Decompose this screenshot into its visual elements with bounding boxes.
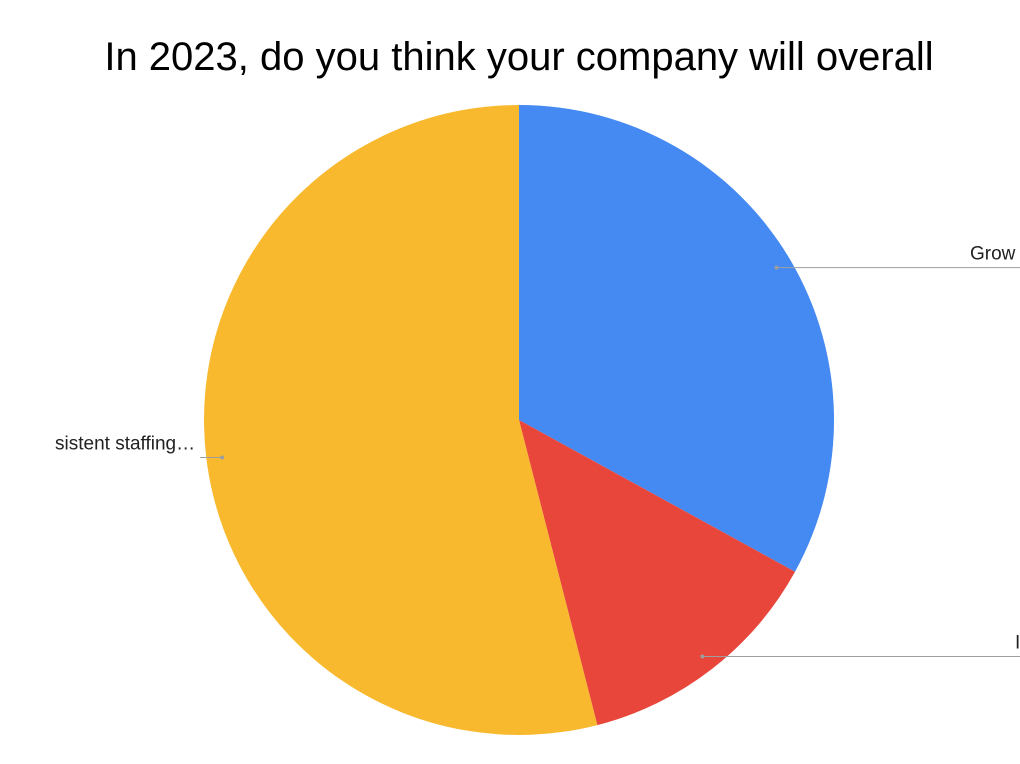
slice-label: I <box>1015 632 1020 653</box>
leader-dot <box>220 455 225 460</box>
pie-slice <box>519 105 834 572</box>
slice-label: sistent staffing… <box>55 434 195 455</box>
slice-label: Grow <box>970 244 1016 265</box>
leader-dot <box>774 265 779 270</box>
leader-dot <box>700 654 705 659</box>
chart-title: In 2023, do you think your company will … <box>104 35 933 79</box>
pie-slice <box>204 105 598 735</box>
pie-slice <box>519 420 796 726</box>
